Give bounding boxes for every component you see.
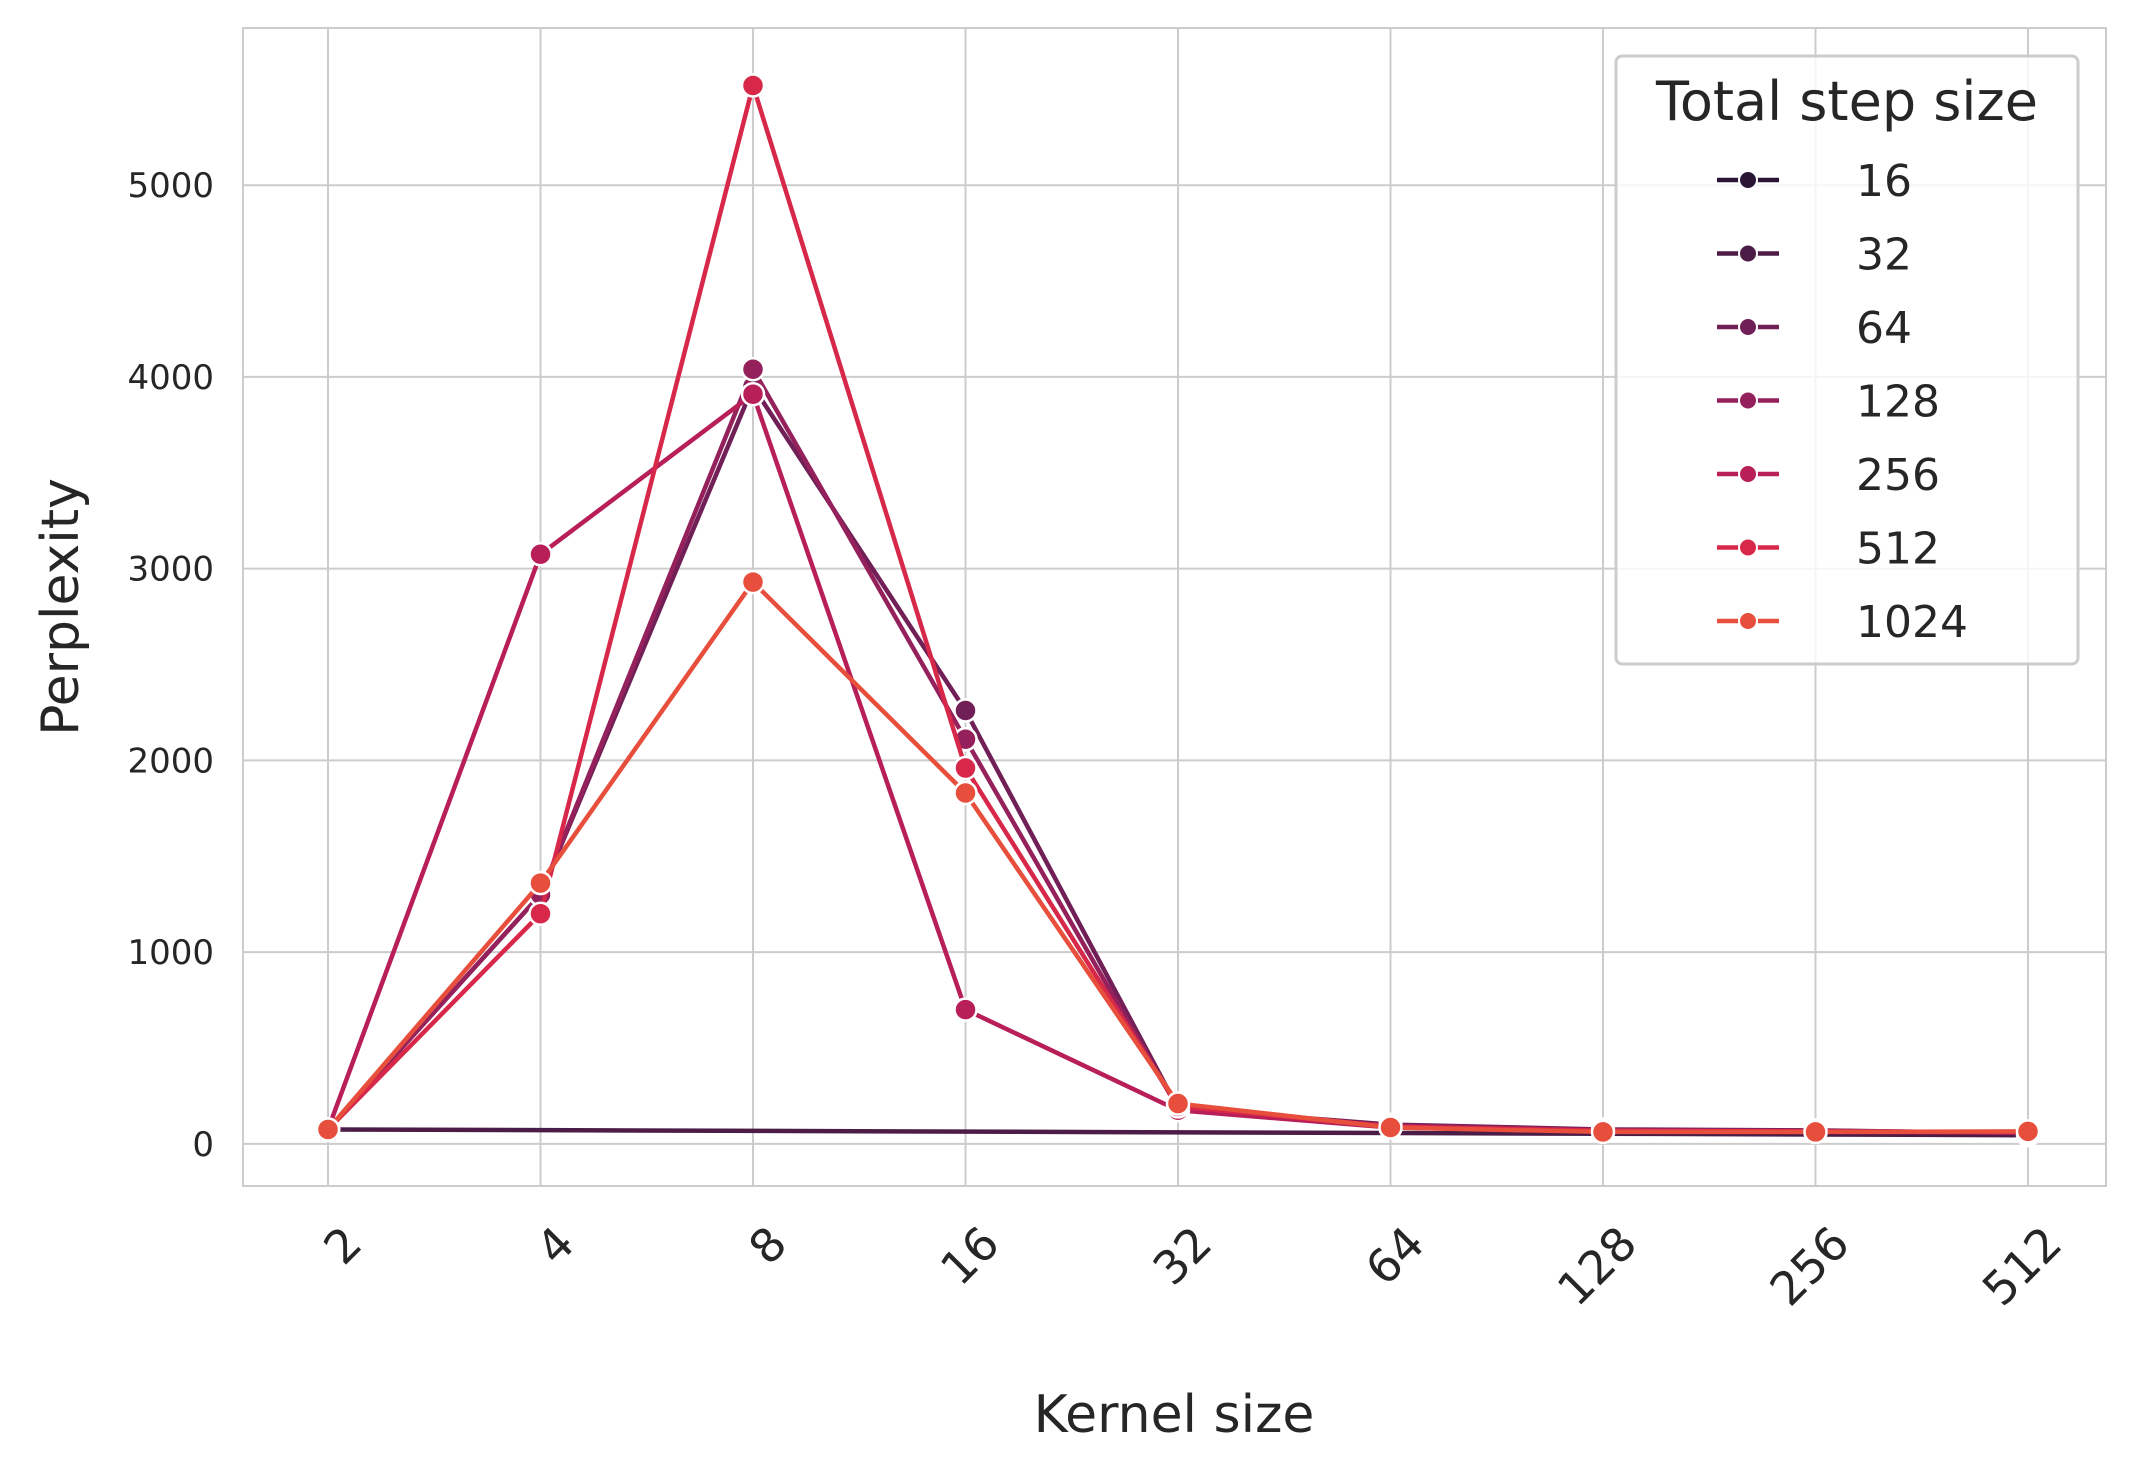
data-point: [528, 901, 553, 927]
legend-item-16: 16: [1717, 156, 1912, 207]
legend-label: 1024: [1856, 597, 1968, 648]
data-point: [740, 569, 766, 595]
legend-label: 32: [1856, 230, 1912, 281]
y-tick-label: 1000: [127, 933, 214, 973]
data-point: [1165, 1091, 1191, 1116]
x-axis-label: Kernel size: [1034, 1385, 1315, 1445]
legend-label: 512: [1856, 524, 1940, 575]
legend-marker-1024: [1738, 611, 1758, 631]
series-line-32: [327, 1127, 2029, 1138]
legend-item-512: 512: [1717, 524, 1940, 575]
legend-label: 64: [1856, 303, 1912, 354]
data-point: [2015, 1119, 2041, 1144]
legend: Total step size 16 32 64 128 256 512 1024: [1614, 54, 2080, 666]
series-lines: [315, 73, 2041, 1148]
y-tick-label: 2000: [127, 741, 214, 781]
plot-frame: [242, 27, 2107, 1187]
legend-box: [1614, 54, 2080, 666]
legend-marker-64: [1738, 317, 1758, 337]
legend-items: 16 32 64 128 256 512 1024: [1717, 156, 1968, 648]
data-point: [1803, 1119, 1828, 1145]
data-point: [315, 1117, 341, 1142]
legend-item-128: 128: [1717, 377, 1940, 428]
legend-title: Total step size: [1655, 70, 2038, 133]
legend-item-64: 64: [1717, 303, 1912, 354]
data-point: [953, 755, 978, 781]
legend-marker-128: [1738, 390, 1758, 411]
y-axis-ticks: 0 1000 2000 3000 4000 5000: [127, 166, 214, 1165]
legend-item-32: 32: [1717, 230, 1912, 281]
data-point: [528, 542, 553, 567]
legend-marker-16: [1738, 170, 1758, 190]
legend-marker-32: [1738, 243, 1758, 264]
series-1024: [315, 569, 2041, 1145]
data-point: [953, 698, 978, 723]
data-point: [740, 357, 766, 382]
data-point: [953, 780, 978, 806]
data-point: [740, 73, 766, 98]
legend-marker-256: [1738, 464, 1758, 484]
y-tick-label: 3000: [127, 550, 214, 590]
legend-label: 128: [1856, 377, 1940, 428]
y-tick-label: 5000: [127, 166, 214, 206]
legend-label: 256: [1856, 450, 1940, 501]
y-tick-label: 0: [192, 1125, 214, 1165]
y-tick-label: 4000: [127, 358, 214, 398]
legend-marker-512: [1738, 537, 1758, 558]
data-point: [740, 381, 766, 407]
data-point: [953, 997, 978, 1022]
legend-label: 16: [1856, 156, 1912, 207]
y-axis-label: Perplexity: [31, 478, 91, 736]
data-point: [1378, 1115, 1403, 1140]
data-point: [1590, 1119, 1616, 1145]
legend-item-256: 256: [1717, 450, 1940, 501]
legend-item-1024: 1024: [1717, 597, 1968, 648]
data-point: [528, 870, 553, 896]
